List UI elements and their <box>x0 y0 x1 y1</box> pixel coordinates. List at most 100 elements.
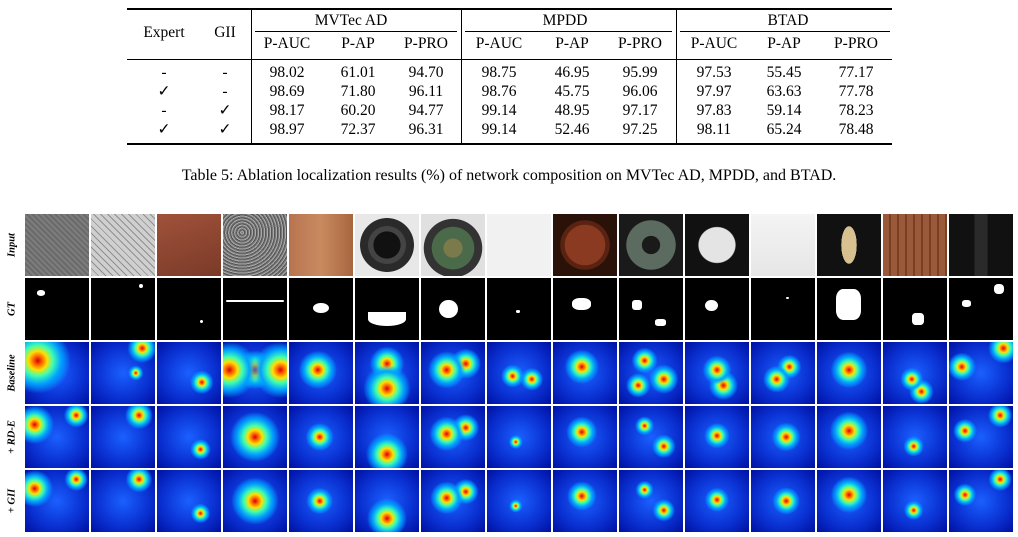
cell-value: 72.37 <box>340 121 376 138</box>
tile-gii-tile <box>223 470 287 532</box>
tile-input-metal_nut <box>619 214 683 276</box>
cell-value: 52.46 <box>554 121 590 138</box>
tile-rd-e-pill <box>685 406 749 468</box>
tile-baseline-bottle <box>355 342 419 404</box>
gt-mask-region <box>438 299 459 319</box>
tile-gt-cable <box>421 278 485 340</box>
tile-gii-cable <box>421 470 485 532</box>
header-metric: P-PRO <box>834 35 878 52</box>
cell-expert: ✓ <box>157 121 171 138</box>
column-divider <box>251 8 252 144</box>
cell-value: 61.01 <box>340 64 376 81</box>
group-underline <box>680 31 890 32</box>
header-group-mvtec: MVTec AD <box>314 12 388 29</box>
cell-gii: ✓ <box>218 102 232 119</box>
tile-input-capsule <box>487 214 551 276</box>
tile-rd-e-screw <box>751 406 815 468</box>
gt-mask-region <box>993 284 1005 295</box>
cell-value: 46.95 <box>554 64 590 81</box>
tile-rd-e-bottle <box>355 406 419 468</box>
group-underline <box>255 31 457 32</box>
tile-gt-tile <box>223 278 287 340</box>
cell-value: 77.78 <box>838 83 874 100</box>
tile-baseline-toothbrush <box>817 342 881 404</box>
cell-value: 98.76 <box>481 83 517 100</box>
tile-gt-capsule <box>487 278 551 340</box>
tile-baseline-metal_nut <box>619 342 683 404</box>
tile-gii-transistor <box>883 470 947 532</box>
tile-rd-e-hazelnut <box>553 406 617 468</box>
gt-mask-region <box>36 290 46 296</box>
cell-value: 94.70 <box>408 64 444 81</box>
tile-gt-transistor <box>883 278 947 340</box>
cell-expert: ✓ <box>157 83 171 100</box>
gt-mask-region <box>786 296 789 300</box>
gt-mask-region <box>139 284 143 288</box>
cell-value: 97.53 <box>696 64 732 81</box>
tile-rd-e-leather <box>157 406 221 468</box>
gt-mask-region <box>631 300 643 311</box>
cell-value: 78.48 <box>838 121 874 138</box>
gt-mask-region <box>836 289 861 321</box>
ablation-table: Expert GII MVTec AD MPDD BTAD P-AUC P-AP… <box>127 8 892 146</box>
tile-gii-screw <box>751 470 815 532</box>
row-label-rd-e: + RD-E <box>6 420 18 454</box>
tile-baseline-cable <box>421 342 485 404</box>
header-group-mpdd: MPDD <box>542 12 588 29</box>
header-metric: P-AUC <box>690 35 738 52</box>
bottom-rule <box>127 143 892 145</box>
tile-gii-carpet <box>25 470 89 532</box>
tile-gt-carpet <box>25 278 89 340</box>
tile-baseline-screw <box>751 342 815 404</box>
tile-gii-wood <box>289 470 353 532</box>
tile-baseline-carpet <box>25 342 89 404</box>
cell-value: 97.97 <box>696 83 732 100</box>
tile-input-wood <box>289 214 353 276</box>
column-divider <box>461 8 462 144</box>
tile-input-toothbrush <box>817 214 881 276</box>
tile-input-zipper <box>949 214 1013 276</box>
header-rule <box>127 59 892 60</box>
tile-input-leather <box>157 214 221 276</box>
cell-value: 98.17 <box>269 102 305 119</box>
cell-value: 98.97 <box>269 121 305 138</box>
cell-value: 63.63 <box>766 83 802 100</box>
cell-value: 45.75 <box>554 83 590 100</box>
cell-value: 60.20 <box>340 102 376 119</box>
cell-value: 71.80 <box>340 83 376 100</box>
header-metric: P-AP <box>767 35 801 52</box>
cell-value: 99.14 <box>481 121 517 138</box>
cell-value: 98.75 <box>481 64 517 81</box>
tile-input-carpet <box>25 214 89 276</box>
tile-gt-pill <box>685 278 749 340</box>
tile-gii-hazelnut <box>553 470 617 532</box>
gt-mask-region <box>313 302 329 313</box>
tile-input-cable <box>421 214 485 276</box>
gt-mask-region <box>705 300 719 312</box>
cell-value: 95.99 <box>622 64 658 81</box>
top-rule <box>127 8 892 10</box>
tile-baseline-wood <box>289 342 353 404</box>
header-metric: P-AUC <box>263 35 311 52</box>
row-label-gii: + GII <box>6 488 18 514</box>
tile-input-screw <box>751 214 815 276</box>
tile-rd-e-grid <box>91 406 155 468</box>
tile-gii-zipper <box>949 470 1013 532</box>
tile-gt-zipper <box>949 278 1013 340</box>
tile-rd-e-tile <box>223 406 287 468</box>
cell-value: 98.02 <box>269 64 305 81</box>
tile-baseline-grid <box>91 342 155 404</box>
cell-gii: - <box>222 64 228 81</box>
tile-gii-capsule <box>487 470 551 532</box>
row-label-input: Input <box>6 233 18 257</box>
column-divider <box>676 8 677 144</box>
gt-mask-region <box>367 312 407 326</box>
tile-gt-screw <box>751 278 815 340</box>
tile-baseline-zipper <box>949 342 1013 404</box>
header-metric: P-PRO <box>404 35 448 52</box>
cell-value: 96.11 <box>408 83 444 100</box>
gt-mask-region <box>572 297 592 311</box>
tile-rd-e-capsule <box>487 406 551 468</box>
table-caption: Table 5: Ablation localization results (… <box>181 167 837 184</box>
cell-value: 59.14 <box>766 102 802 119</box>
